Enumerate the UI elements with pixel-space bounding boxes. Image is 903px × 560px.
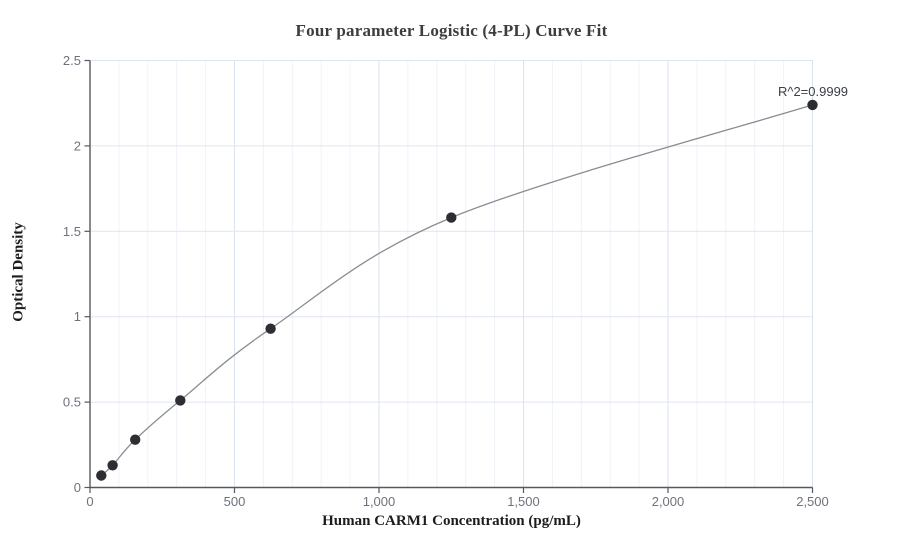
fit-curve — [100, 104, 813, 476]
r-squared-annotation: R^2=0.9999 — [777, 84, 849, 99]
x-tick-label: 500 — [224, 494, 246, 509]
x-tick-label: 1,000 — [363, 494, 396, 509]
y-axis-label: Optical Density — [10, 222, 27, 322]
data-point — [807, 99, 818, 111]
y-tick-label: 1 — [74, 309, 81, 324]
y-tick-label: 0 — [74, 480, 81, 495]
data-point — [130, 434, 141, 445]
data-point — [96, 470, 107, 481]
chart-title: Four parameter Logistic (4-PL) Curve Fit — [295, 21, 608, 40]
x-tick-label: 2,000 — [652, 494, 685, 509]
data-point — [175, 395, 186, 406]
x-axis-label: Human CARM1 Concentration (pg/mL) — [322, 513, 581, 529]
data-point — [107, 460, 118, 471]
data-point — [265, 323, 276, 334]
y-tick-label: 0.5 — [63, 395, 81, 410]
y-tick-label: 2 — [74, 138, 81, 153]
x-tick-label: 1,500 — [507, 494, 540, 509]
y-tick-label: 1.5 — [63, 224, 81, 239]
x-tick-label: 2,500 — [796, 494, 829, 509]
data-point — [446, 212, 457, 223]
x-tick-label: 0 — [86, 494, 93, 509]
y-tick-label: 2.5 — [63, 53, 81, 68]
